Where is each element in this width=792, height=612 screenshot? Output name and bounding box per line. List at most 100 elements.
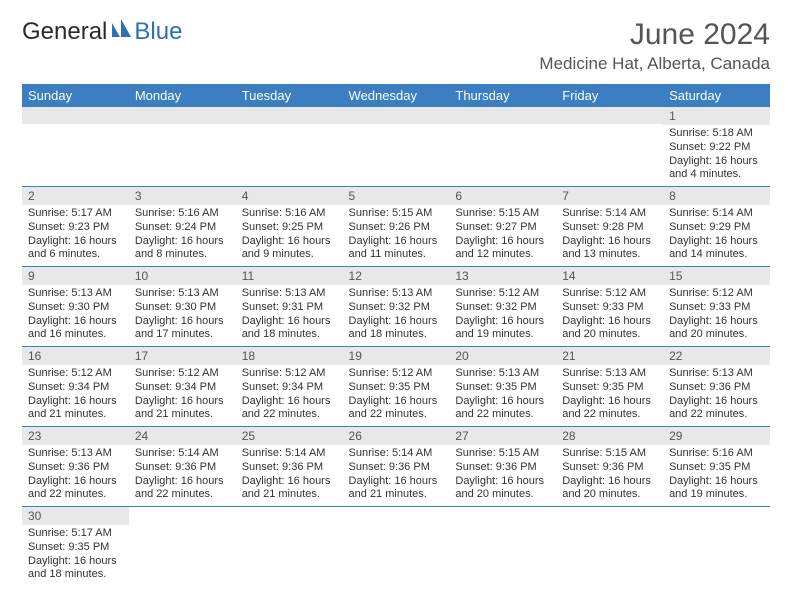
calendar-cell: 13Sunrise: 5:12 AMSunset: 9:32 PMDayligh… xyxy=(449,267,556,347)
day-number: 20 xyxy=(449,347,556,365)
day-details: Sunrise: 5:12 AMSunset: 9:34 PMDaylight:… xyxy=(236,365,343,426)
day-number: 12 xyxy=(343,267,450,285)
calendar-cell: 1Sunrise: 5:18 AMSunset: 9:22 PMDaylight… xyxy=(663,107,770,187)
sunset-text: Sunset: 9:36 PM xyxy=(135,461,230,475)
sunset-text: Sunset: 9:30 PM xyxy=(135,301,230,315)
day-details: Sunrise: 5:14 AMSunset: 9:29 PMDaylight:… xyxy=(663,205,770,266)
calendar-cell: 5Sunrise: 5:15 AMSunset: 9:26 PMDaylight… xyxy=(343,187,450,267)
sunset-text: Sunset: 9:30 PM xyxy=(28,301,123,315)
sunset-text: Sunset: 9:31 PM xyxy=(242,301,337,315)
calendar-cell xyxy=(22,107,129,187)
day-number: 5 xyxy=(343,187,450,205)
sunset-text: Sunset: 9:36 PM xyxy=(349,461,444,475)
sunrise-text: Sunrise: 5:12 AM xyxy=(349,367,444,381)
calendar-cell xyxy=(449,107,556,187)
daylight-text: Daylight: 16 hours and 18 minutes. xyxy=(349,315,444,343)
calendar-cell: 2Sunrise: 5:17 AMSunset: 9:23 PMDaylight… xyxy=(22,187,129,267)
daylight-text: Daylight: 16 hours and 16 minutes. xyxy=(28,315,123,343)
day-number: 29 xyxy=(663,427,770,445)
sunset-text: Sunset: 9:32 PM xyxy=(349,301,444,315)
calendar-cell: 26Sunrise: 5:14 AMSunset: 9:36 PMDayligh… xyxy=(343,427,450,507)
sunrise-text: Sunrise: 5:13 AM xyxy=(28,447,123,461)
sunset-text: Sunset: 9:22 PM xyxy=(669,141,764,155)
calendar-cell xyxy=(663,507,770,587)
calendar-cell: 30Sunrise: 5:17 AMSunset: 9:35 PMDayligh… xyxy=(22,507,129,587)
sunset-text: Sunset: 9:34 PM xyxy=(242,381,337,395)
day-details: Sunrise: 5:12 AMSunset: 9:35 PMDaylight:… xyxy=(343,365,450,426)
day-number: 8 xyxy=(663,187,770,205)
sunrise-text: Sunrise: 5:12 AM xyxy=(455,287,550,301)
daylight-text: Daylight: 16 hours and 22 minutes. xyxy=(669,395,764,423)
weekday-header-row: Sunday Monday Tuesday Wednesday Thursday… xyxy=(22,84,770,107)
day-number: 14 xyxy=(556,267,663,285)
sunset-text: Sunset: 9:34 PM xyxy=(135,381,230,395)
calendar-cell: 18Sunrise: 5:12 AMSunset: 9:34 PMDayligh… xyxy=(236,347,343,427)
day-details: Sunrise: 5:15 AMSunset: 9:27 PMDaylight:… xyxy=(449,205,556,266)
sunset-text: Sunset: 9:25 PM xyxy=(242,221,337,235)
calendar-cell xyxy=(556,507,663,587)
sunset-text: Sunset: 9:33 PM xyxy=(562,301,657,315)
daylight-text: Daylight: 16 hours and 20 minutes. xyxy=(562,475,657,503)
sunrise-text: Sunrise: 5:12 AM xyxy=(28,367,123,381)
daylight-text: Daylight: 16 hours and 4 minutes. xyxy=(669,155,764,183)
calendar-row: 9Sunrise: 5:13 AMSunset: 9:30 PMDaylight… xyxy=(22,267,770,347)
day-number: 2 xyxy=(22,187,129,205)
daylight-text: Daylight: 16 hours and 22 minutes. xyxy=(242,395,337,423)
daylight-text: Daylight: 16 hours and 11 minutes. xyxy=(349,235,444,263)
sunrise-text: Sunrise: 5:13 AM xyxy=(28,287,123,301)
sunset-text: Sunset: 9:34 PM xyxy=(28,381,123,395)
month-year: June 2024 xyxy=(539,18,770,52)
daylight-text: Daylight: 16 hours and 20 minutes. xyxy=(669,315,764,343)
sunrise-text: Sunrise: 5:13 AM xyxy=(669,367,764,381)
daylight-text: Daylight: 16 hours and 20 minutes. xyxy=(455,475,550,503)
daylight-text: Daylight: 16 hours and 22 minutes. xyxy=(455,395,550,423)
day-details: Sunrise: 5:13 AMSunset: 9:35 PMDaylight:… xyxy=(449,365,556,426)
day-details: Sunrise: 5:12 AMSunset: 9:32 PMDaylight:… xyxy=(449,285,556,346)
day-details: Sunrise: 5:18 AMSunset: 9:22 PMDaylight:… xyxy=(663,125,770,186)
sunrise-text: Sunrise: 5:16 AM xyxy=(669,447,764,461)
sunrise-text: Sunrise: 5:13 AM xyxy=(242,287,337,301)
sunrise-text: Sunrise: 5:13 AM xyxy=(455,367,550,381)
daylight-text: Daylight: 16 hours and 21 minutes. xyxy=(349,475,444,503)
day-number: 6 xyxy=(449,187,556,205)
sunrise-text: Sunrise: 5:13 AM xyxy=(135,287,230,301)
sunrise-text: Sunrise: 5:14 AM xyxy=(562,207,657,221)
day-details: Sunrise: 5:13 AMSunset: 9:35 PMDaylight:… xyxy=(556,365,663,426)
daylight-text: Daylight: 16 hours and 22 minutes. xyxy=(135,475,230,503)
calendar-cell xyxy=(236,107,343,187)
day-details: Sunrise: 5:13 AMSunset: 9:30 PMDaylight:… xyxy=(22,285,129,346)
day-details: Sunrise: 5:15 AMSunset: 9:36 PMDaylight:… xyxy=(556,445,663,506)
daylight-text: Daylight: 16 hours and 22 minutes. xyxy=(562,395,657,423)
sunrise-text: Sunrise: 5:12 AM xyxy=(562,287,657,301)
calendar-cell: 15Sunrise: 5:12 AMSunset: 9:33 PMDayligh… xyxy=(663,267,770,347)
day-details: Sunrise: 5:17 AMSunset: 9:23 PMDaylight:… xyxy=(22,205,129,266)
day-number: 24 xyxy=(129,427,236,445)
sunrise-text: Sunrise: 5:18 AM xyxy=(669,127,764,141)
daylight-text: Daylight: 16 hours and 17 minutes. xyxy=(135,315,230,343)
weekday-header: Saturday xyxy=(663,84,770,107)
sunrise-text: Sunrise: 5:12 AM xyxy=(242,367,337,381)
sunrise-text: Sunrise: 5:17 AM xyxy=(28,527,123,541)
sail-icon xyxy=(110,18,132,46)
calendar-cell: 21Sunrise: 5:13 AMSunset: 9:35 PMDayligh… xyxy=(556,347,663,427)
daylight-text: Daylight: 16 hours and 18 minutes. xyxy=(242,315,337,343)
sunrise-text: Sunrise: 5:13 AM xyxy=(562,367,657,381)
sunrise-text: Sunrise: 5:14 AM xyxy=(242,447,337,461)
calendar-cell: 20Sunrise: 5:13 AMSunset: 9:35 PMDayligh… xyxy=(449,347,556,427)
day-number: 25 xyxy=(236,427,343,445)
sunrise-text: Sunrise: 5:14 AM xyxy=(669,207,764,221)
day-number: 30 xyxy=(22,507,129,525)
sunset-text: Sunset: 9:35 PM xyxy=(455,381,550,395)
day-details: Sunrise: 5:16 AMSunset: 9:24 PMDaylight:… xyxy=(129,205,236,266)
brand-text-1: General xyxy=(22,18,107,46)
sunrise-text: Sunrise: 5:15 AM xyxy=(349,207,444,221)
daylight-text: Daylight: 16 hours and 22 minutes. xyxy=(28,475,123,503)
weekday-header: Tuesday xyxy=(236,84,343,107)
day-details: Sunrise: 5:12 AMSunset: 9:33 PMDaylight:… xyxy=(556,285,663,346)
daylight-text: Daylight: 16 hours and 9 minutes. xyxy=(242,235,337,263)
calendar-row: 1Sunrise: 5:18 AMSunset: 9:22 PMDaylight… xyxy=(22,107,770,187)
sunrise-text: Sunrise: 5:17 AM xyxy=(28,207,123,221)
location: Medicine Hat, Alberta, Canada xyxy=(539,54,770,74)
day-details: Sunrise: 5:13 AMSunset: 9:31 PMDaylight:… xyxy=(236,285,343,346)
day-number: 23 xyxy=(22,427,129,445)
